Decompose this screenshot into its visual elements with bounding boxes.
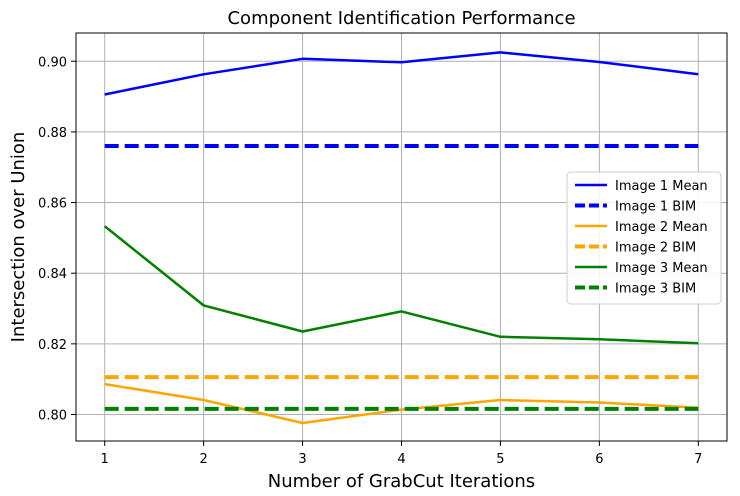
series-line-image-3-mean <box>103 225 699 345</box>
x-tick-label: 3 <box>298 452 306 467</box>
series-line-image-1-mean <box>104 51 699 96</box>
chart-title: Component Identification Performance <box>227 8 575 29</box>
y-tick-label: 0.84 <box>38 267 67 282</box>
y-tick-label: 0.82 <box>38 338 67 353</box>
x-tick-label: 6 <box>595 452 603 467</box>
y-tick-label: 0.80 <box>38 409 67 424</box>
legend-label: Image 2 Mean <box>615 220 708 235</box>
x-tick-label: 7 <box>694 452 702 467</box>
x-tick-label: 5 <box>496 452 504 467</box>
y-tick-label: 0.86 <box>38 197 67 212</box>
legend-label: Image 3 Mean <box>615 261 708 276</box>
y-axis-label: Intersection over Union <box>8 132 29 343</box>
x-tick-label: 4 <box>397 452 405 467</box>
axis-ticks: 1 2 3 4 5 6 7 0.80 0.82 0.84 0.86 0.88 0.90 <box>38 55 702 467</box>
y-tick-label: 0.88 <box>38 126 67 141</box>
legend-label: Image 1 BIM <box>615 200 696 215</box>
x-axis-label: Number of GrabCut Iterations <box>268 471 535 492</box>
legend-label: Image 3 BIM <box>615 282 696 297</box>
legend: Image 1 Mean Image 1 BIM Image 2 Mean Image… <box>566 171 722 305</box>
legend-label: Image 1 Mean <box>615 179 708 194</box>
x-tick-label: 2 <box>199 452 207 467</box>
legend-label: Image 2 BIM <box>615 241 696 256</box>
series-line-image-2-mean <box>104 382 699 425</box>
series-lines <box>103 51 699 425</box>
x-tick-label: 1 <box>101 452 109 467</box>
y-tick-label: 0.90 <box>38 55 67 70</box>
